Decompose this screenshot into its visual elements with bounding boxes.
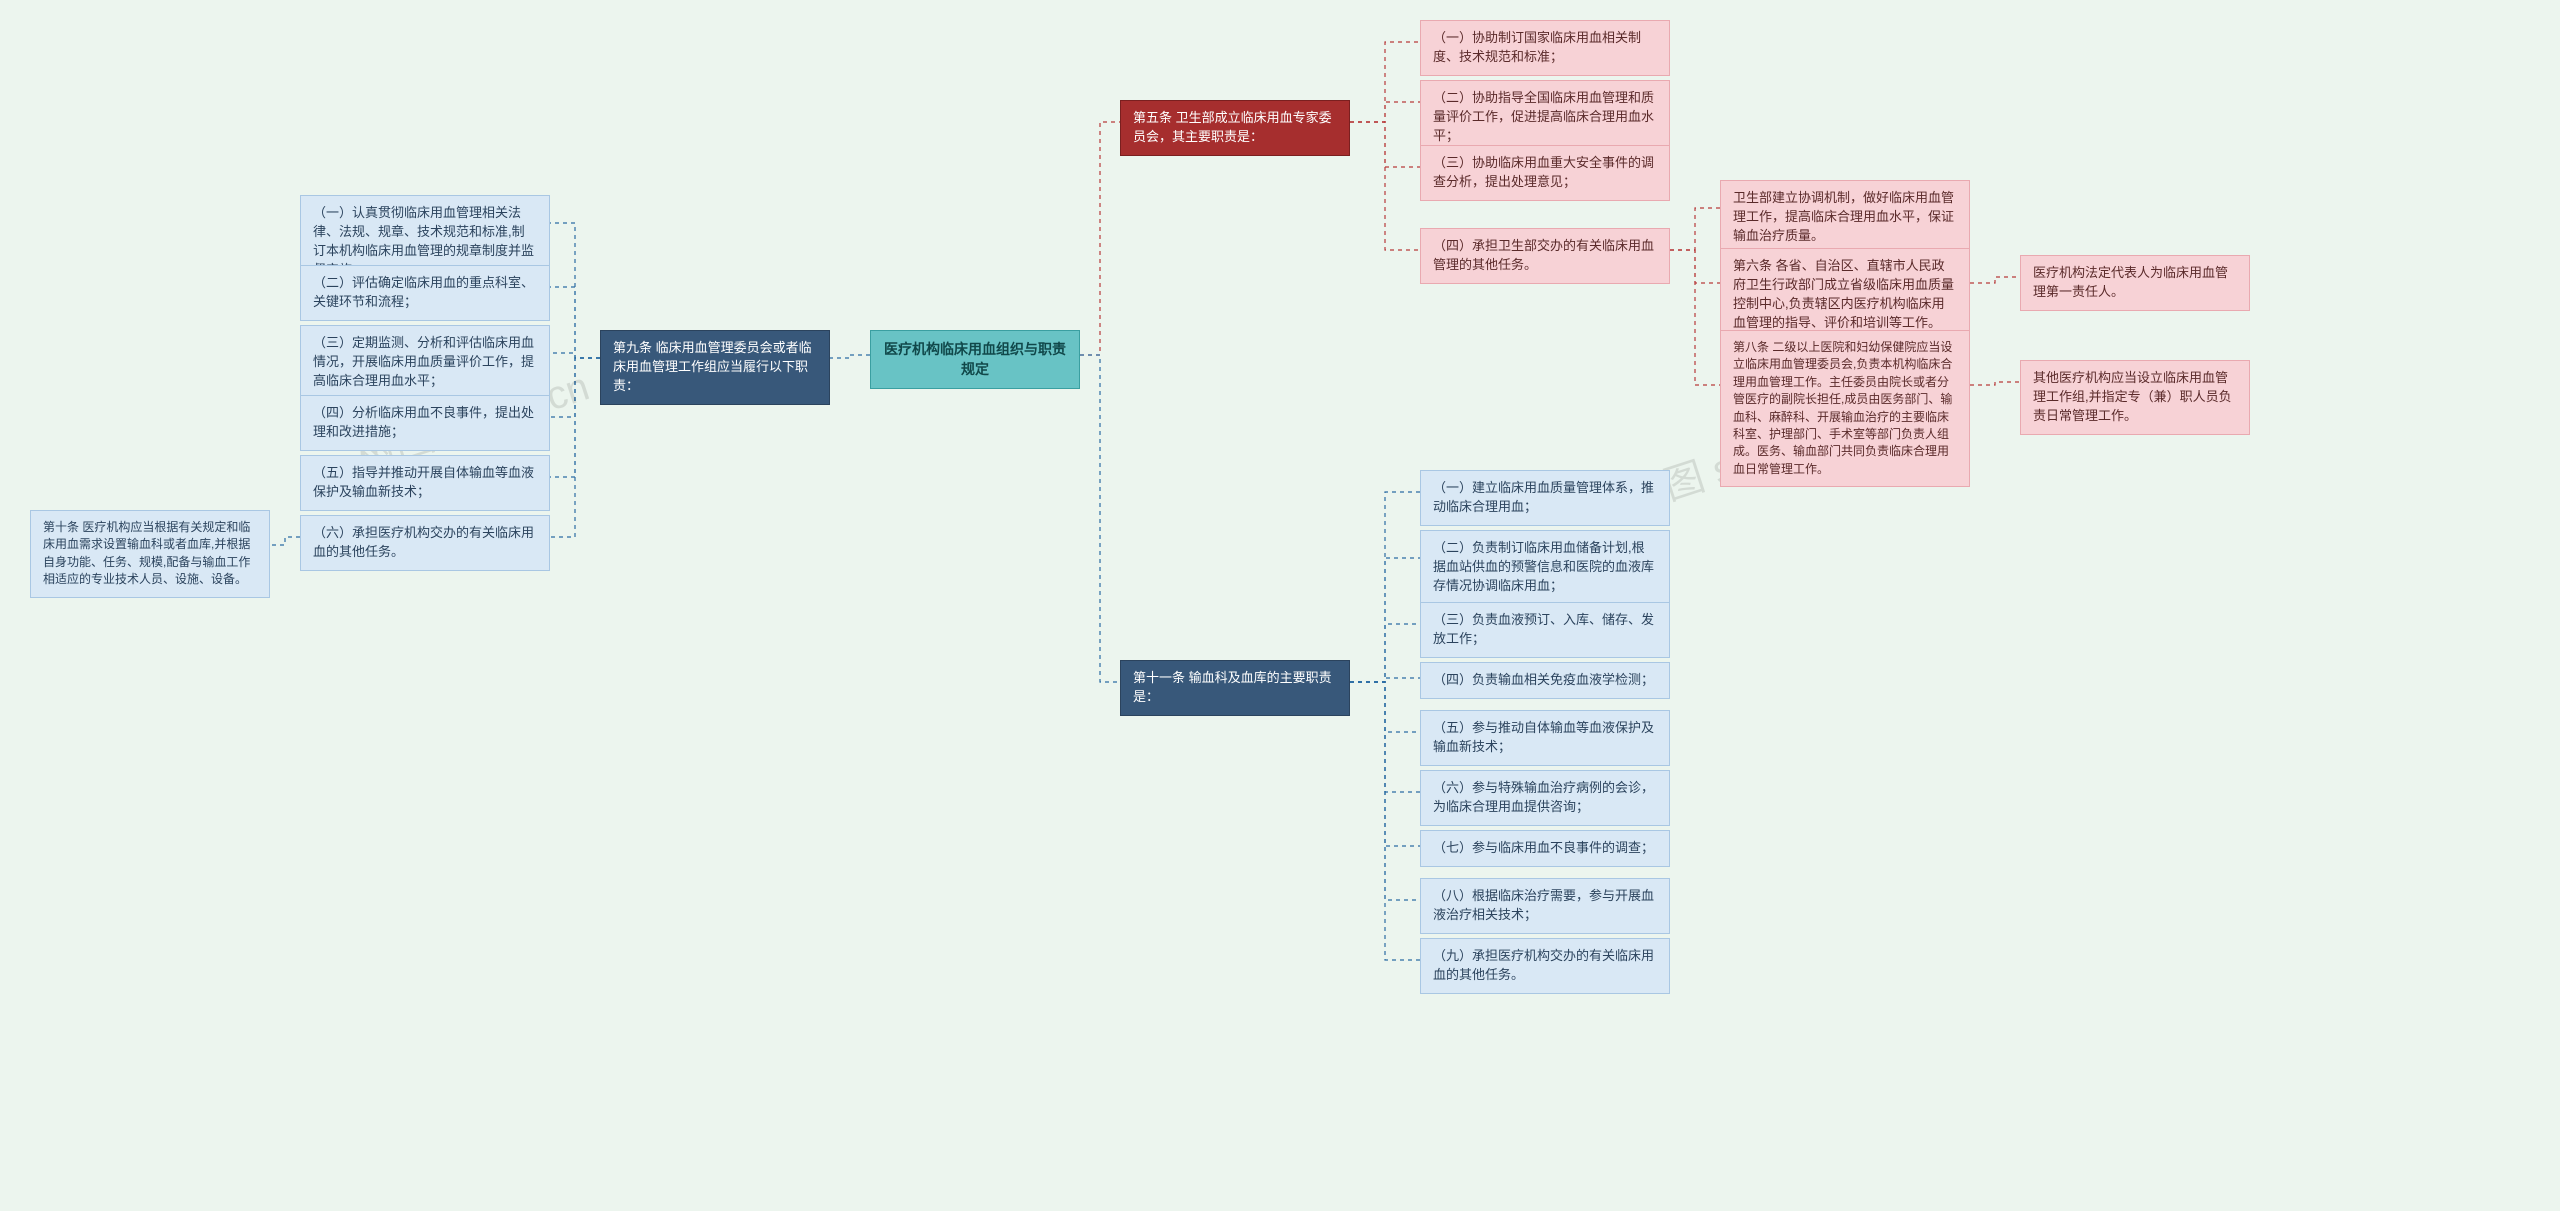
- connector: [1350, 682, 1420, 792]
- node-b9_6: （六）承担医疗机构交办的有关临床用血的其他任务。: [300, 515, 550, 571]
- node-b5: 第五条 卫生部成立临床用血专家委员会，其主要职责是：: [1120, 100, 1350, 156]
- node-b9_4: （四）分析临床用血不良事件，提出处理和改进措施；: [300, 395, 550, 451]
- node-b11_4: （四）负责输血相关免疫血液学检测；: [1420, 662, 1670, 699]
- node-b9_5: （五）指导并推动开展自体输血等血液保护及输血新技术；: [300, 455, 550, 511]
- node-b5_4: （四）承担卫生部交办的有关临床用血管理的其他任务。: [1420, 228, 1670, 284]
- connector: [1970, 277, 2020, 283]
- node-b11_3: （三）负责血液预订、入库、储存、发放工作；: [1420, 602, 1670, 658]
- connector: [550, 287, 600, 358]
- connector: [1350, 682, 1420, 846]
- connector: [1670, 250, 1720, 283]
- node-b11_8: （八）根据临床治疗需要，参与开展血液治疗相关技术；: [1420, 878, 1670, 934]
- node-b5_1: （一）协助制订国家临床用血相关制度、技术规范和标准；: [1420, 20, 1670, 76]
- connector: [1670, 250, 1720, 385]
- node-b11_5: （五）参与推动自体输血等血液保护及输血新技术；: [1420, 710, 1670, 766]
- connector: [550, 223, 600, 358]
- node-b11_7: （七）参与临床用血不良事件的调查；: [1420, 830, 1670, 867]
- node-b11_2: （二）负责制订临床用血储备计划,根据血站供血的预警信息和医院的血液库存情况协调临…: [1420, 530, 1670, 605]
- node-b9_3: （三）定期监测、分析和评估临床用血情况，开展临床用血质量评价工作，提高临床合理用…: [300, 325, 550, 400]
- connector: [550, 358, 600, 477]
- node-b5_4b_r: 医疗机构法定代表人为临床用血管理第一责任人。: [2020, 255, 2250, 311]
- node-b11_9: （九）承担医疗机构交办的有关临床用血的其他任务。: [1420, 938, 1670, 994]
- connector: [1350, 42, 1420, 122]
- node-b5_4b: 第六条 各省、自治区、直辖市人民政府卫生行政部门成立省级临床用血质量控制中心,负…: [1720, 248, 1970, 341]
- connector: [550, 353, 600, 358]
- connector: [1080, 355, 1120, 682]
- node-b5_4c_r: 其他医疗机构应当设立临床用血管理工作组,并指定专（兼）职人员负责日常管理工作。: [2020, 360, 2250, 435]
- connector: [1350, 102, 1420, 122]
- connector: [550, 358, 600, 537]
- node-root: 医疗机构临床用血组织与职责规定: [870, 330, 1080, 389]
- connector: [1350, 682, 1420, 960]
- connector: [1080, 122, 1120, 355]
- node-b9: 第九条 临床用血管理委员会或者临床用血管理工作组应当履行以下职责：: [600, 330, 830, 405]
- connector: [270, 537, 300, 545]
- node-b5_2: （二）协助指导全国临床用血管理和质量评价工作，促进提高临床合理用血水平；: [1420, 80, 1670, 155]
- connector: [1350, 682, 1420, 900]
- connector: [1350, 122, 1420, 167]
- connector: [1670, 208, 1720, 250]
- node-b11: 第十一条 输血科及血库的主要职责是：: [1120, 660, 1350, 716]
- connector: [1350, 558, 1420, 682]
- node-b10: 第十条 医疗机构应当根据有关规定和临床用血需求设置输血科或者血库,并根据自身功能…: [30, 510, 270, 598]
- node-b11_1: （一）建立临床用血质量管理体系，推动临床合理用血；: [1420, 470, 1670, 526]
- node-b5_4c: 第八条 二级以上医院和妇幼保健院应当设立临床用血管理委员会,负责本机构临床合理用…: [1720, 330, 1970, 487]
- connector: [1350, 122, 1420, 250]
- node-b11_6: （六）参与特殊输血治疗病例的会诊，为临床合理用血提供咨询；: [1420, 770, 1670, 826]
- connector: [550, 358, 600, 417]
- connector: [830, 355, 870, 358]
- connector: [1350, 624, 1420, 682]
- connectors: [0, 0, 2560, 1211]
- mindmap-canvas: 树图 shutu.cn树图 shutu.cn医疗机构临床用血组织与职责规定第五条…: [0, 0, 2560, 1211]
- connector: [1970, 382, 2020, 385]
- connector: [1350, 678, 1420, 682]
- connector: [1350, 492, 1420, 682]
- connector: [1350, 682, 1420, 732]
- node-b9_2: （二）评估确定临床用血的重点科室、关键环节和流程；: [300, 265, 550, 321]
- node-b5_4a: 卫生部建立协调机制，做好临床用血管理工作，提高临床合理用血水平，保证输血治疗质量…: [1720, 180, 1970, 255]
- node-b5_3: （三）协助临床用血重大安全事件的调查分析，提出处理意见；: [1420, 145, 1670, 201]
